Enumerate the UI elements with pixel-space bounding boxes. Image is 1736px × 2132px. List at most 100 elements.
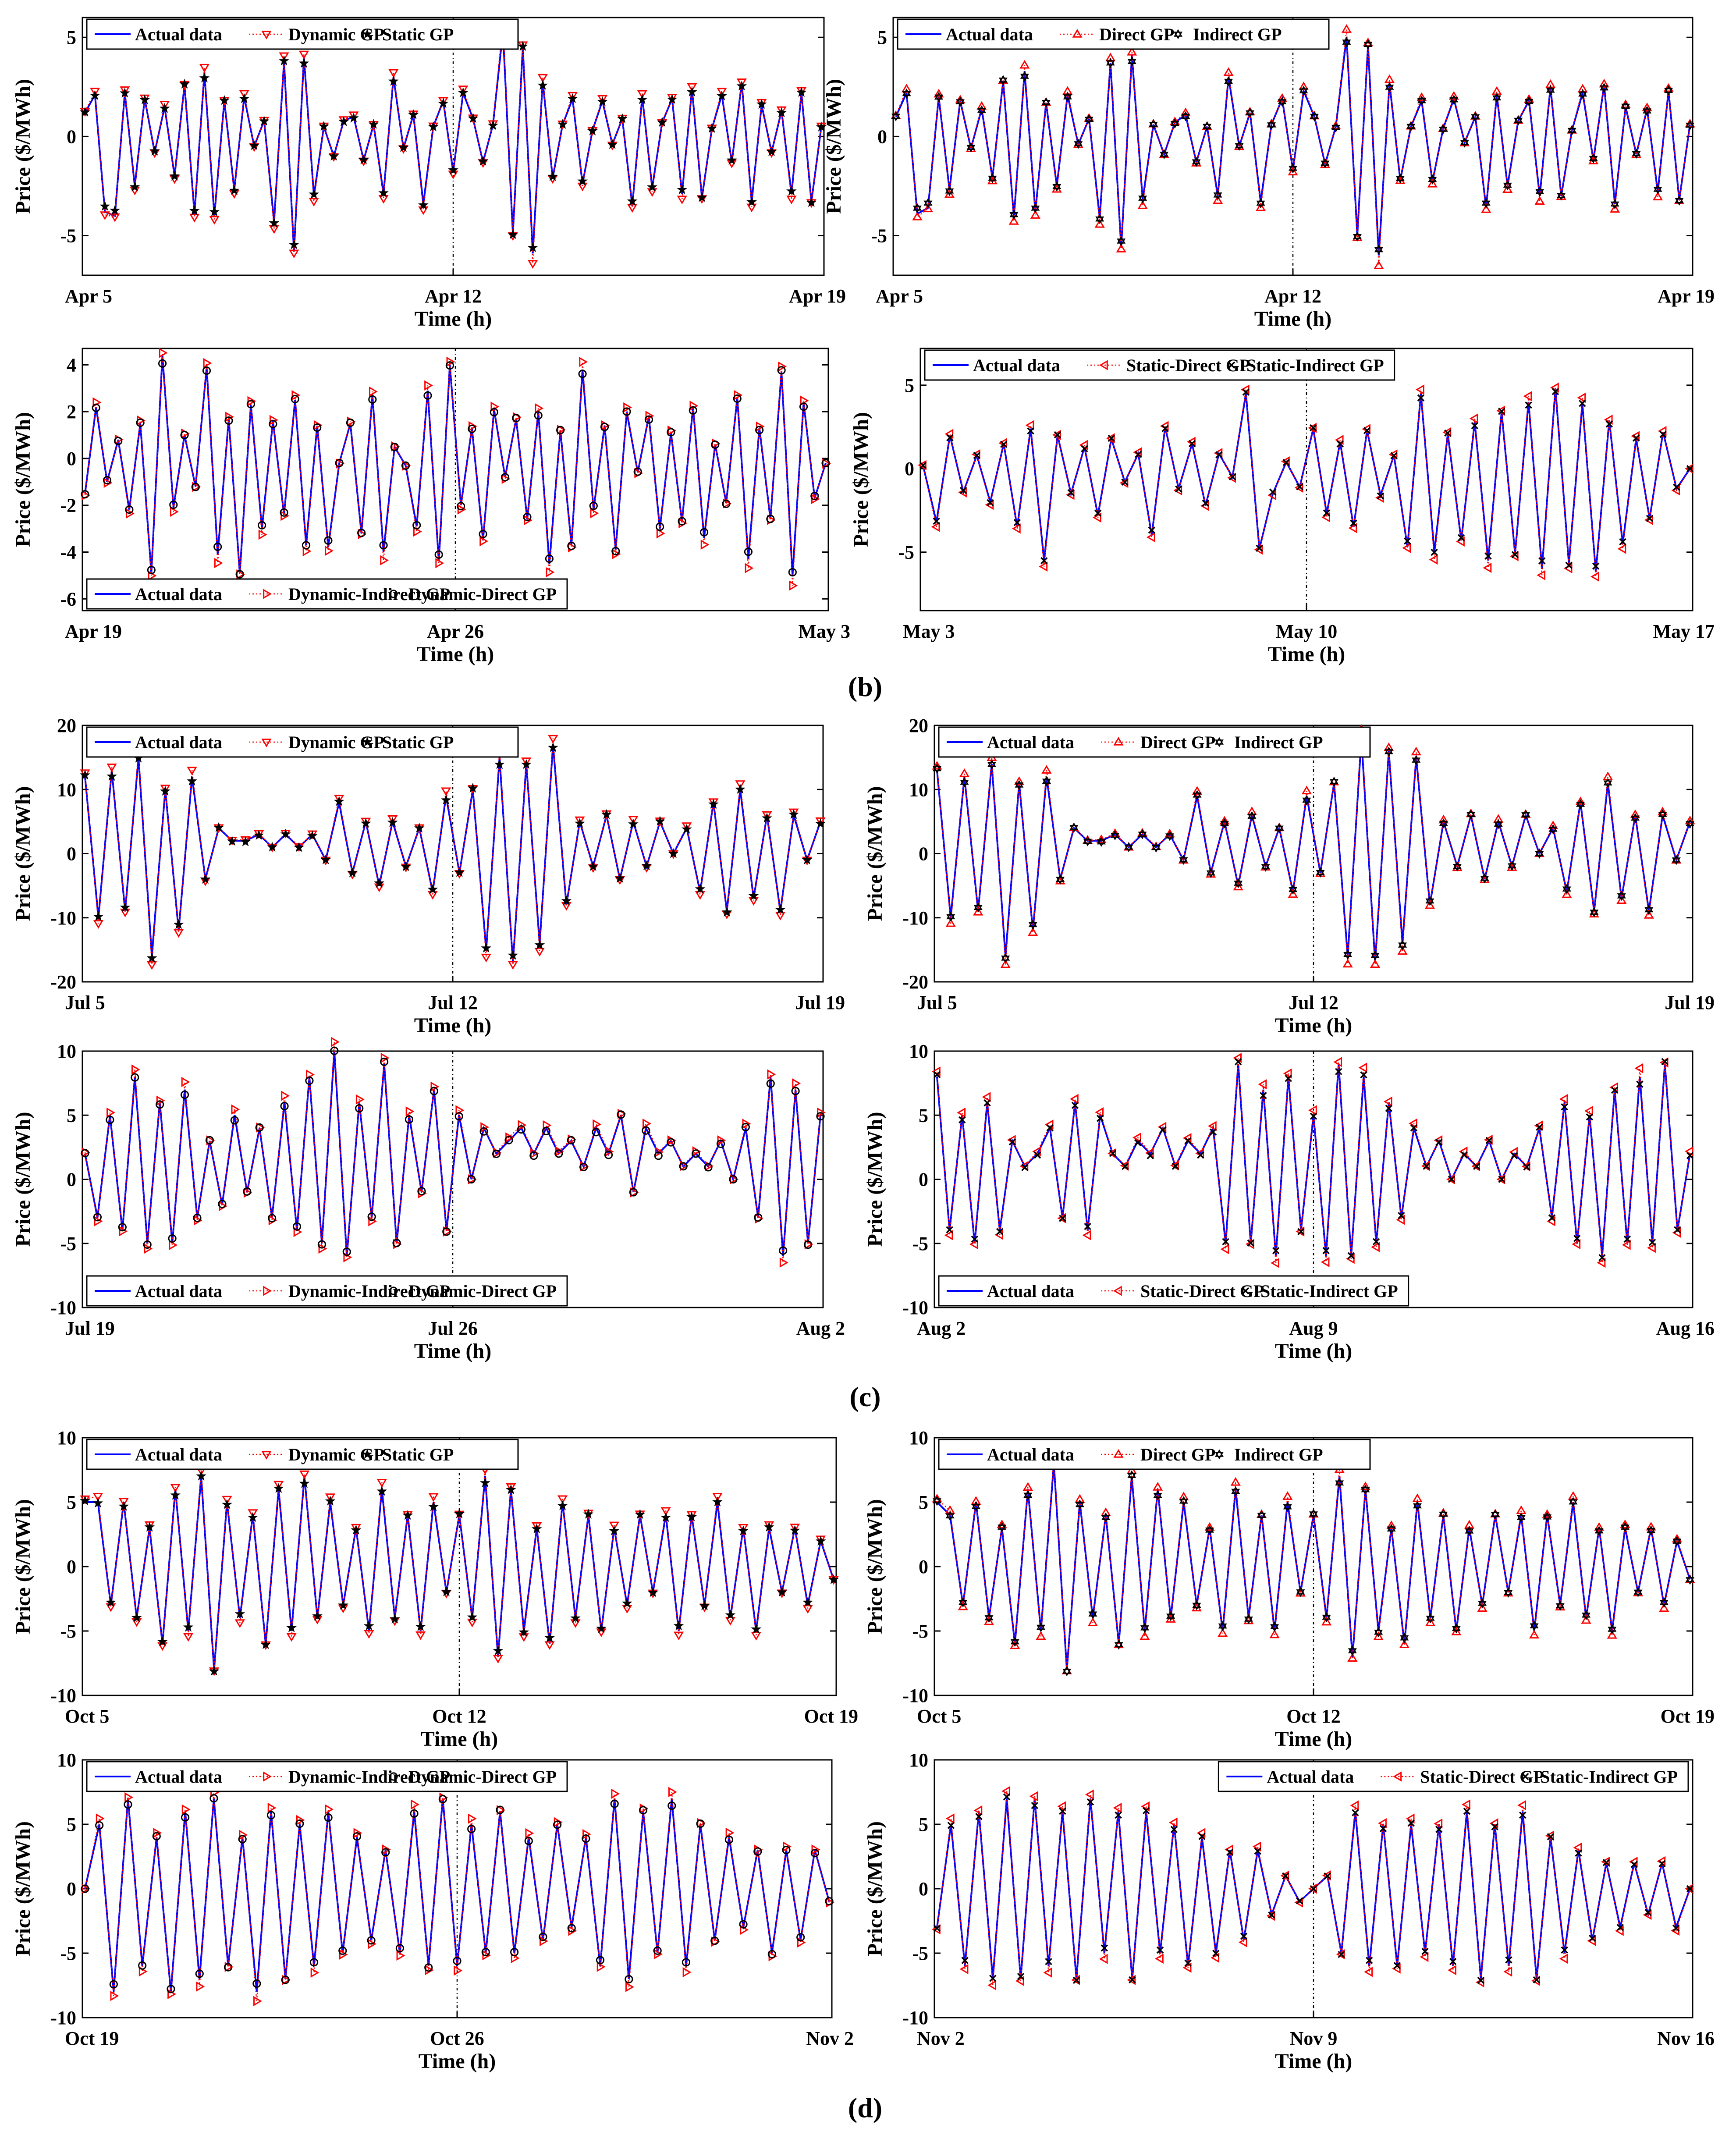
model-b-point (1031, 1802, 1038, 1809)
model-a-point (527, 260, 538, 269)
model-b-point (218, 1200, 227, 1208)
model-a-point (548, 735, 558, 744)
model-a-point (424, 380, 433, 391)
model-b-point (654, 816, 665, 826)
model-b-point (209, 206, 220, 217)
model-b-point (1184, 1959, 1192, 1967)
model-b-point (1435, 1138, 1443, 1146)
model-b-point (1234, 878, 1243, 888)
model-a-point (802, 1605, 813, 1614)
model-a-point (159, 348, 168, 358)
model-b-point (512, 414, 521, 423)
model-a-point (1288, 167, 1298, 176)
model-b-point (712, 1496, 723, 1507)
model-b-point (1636, 1080, 1644, 1088)
model-a-point (630, 1187, 639, 1198)
model-b-point (492, 1149, 501, 1158)
model-b-point (1379, 1825, 1387, 1832)
x-tick-label: Jul 26 (428, 1318, 478, 1339)
model-b-point (567, 1136, 575, 1145)
model-a-point (1028, 927, 1038, 936)
model-b-point (1685, 818, 1695, 829)
model-a-point (944, 429, 954, 439)
model-b-point (1310, 111, 1319, 121)
y-axis-label: Price ($/MWh) (863, 1112, 887, 1247)
model-b-point (1081, 445, 1088, 452)
model-a-point (146, 961, 157, 970)
legend-label-model-a: Direct GP (1140, 732, 1215, 752)
model-a-point (279, 52, 289, 61)
model-b-point (360, 818, 371, 828)
x-tick-label: Jul 5 (65, 992, 105, 1013)
model-a-point (187, 767, 197, 776)
model-b-point (454, 867, 465, 877)
model-a-point (776, 106, 787, 115)
model-b-point (1235, 141, 1244, 151)
model-b-point (955, 96, 965, 107)
model-b-point (200, 874, 211, 884)
x-tick-label: Jul 19 (795, 992, 845, 1013)
model-b-point (257, 521, 266, 529)
model-b-point (239, 93, 250, 103)
model-a-point (1062, 86, 1073, 95)
y-axis-label: Price ($/MWh) (11, 786, 35, 921)
model-b-point (442, 1227, 451, 1236)
model-b-point (342, 1247, 351, 1256)
model-b-point (1285, 1075, 1292, 1082)
model-b-point (947, 1822, 955, 1829)
model-b-point (1127, 56, 1136, 67)
legend-label-model-b: Dynamic-Direct GP (408, 1281, 557, 1301)
model-a-point (655, 1147, 664, 1157)
model-b-point (1181, 111, 1190, 121)
model-b-point (324, 1813, 333, 1822)
model-a-point (1000, 959, 1011, 968)
model-a-point (348, 111, 359, 121)
model-b-point (1062, 1666, 1072, 1677)
model-b-point (1457, 534, 1465, 542)
model-b-point (1421, 1947, 1429, 1955)
model-a-point (987, 1980, 997, 1990)
model-b-point (118, 1501, 129, 1511)
model-a-point (1659, 1603, 1669, 1612)
model-b-point (281, 1976, 290, 1984)
model-b-point (567, 93, 578, 103)
model-b-point (80, 1495, 90, 1506)
legend-marker-model-a (261, 1451, 272, 1460)
model-a-point (973, 906, 983, 916)
y-tick-label: -10 (902, 1685, 928, 1706)
x-axis-label: Time (h) (421, 1727, 498, 1751)
model-a-point (396, 1950, 405, 1961)
model-a-point (1646, 1521, 1656, 1531)
model-b-point (639, 1806, 648, 1815)
model-b-point (1218, 1621, 1227, 1631)
model-a-point (1503, 1966, 1512, 1977)
model-a-point (1397, 946, 1408, 955)
model-b-point (587, 125, 598, 136)
model-b-point (656, 522, 664, 531)
model-b-point (1179, 1496, 1188, 1507)
x-tick-label: May 17 (1653, 621, 1715, 642)
legend-label-model-b: Static GP (382, 732, 454, 752)
model-b-point (1063, 92, 1072, 102)
model-b-point (81, 490, 89, 499)
model-b-point (224, 1963, 233, 1972)
model-b-point (1170, 118, 1179, 129)
model-b-point (1471, 422, 1479, 430)
model-b-point (1122, 1162, 1129, 1170)
model-b-point (721, 906, 732, 917)
model-b-point (1033, 1151, 1041, 1159)
model-b-point (704, 1163, 713, 1172)
model-b-point (280, 508, 288, 517)
model-b-point (746, 196, 757, 207)
model-a-point (1182, 1962, 1192, 1973)
model-b-point (268, 1214, 277, 1222)
legend-marker-model-b (1522, 1773, 1529, 1780)
model-a-point (997, 1519, 1007, 1528)
model-a-point (660, 1507, 671, 1516)
y-tick-label: 10 (909, 1749, 928, 1771)
model-b-point (682, 1958, 691, 1967)
y-tick-label: 2 (67, 401, 76, 423)
model-a-point (1584, 1105, 1593, 1116)
model-b-point (1685, 1574, 1695, 1585)
